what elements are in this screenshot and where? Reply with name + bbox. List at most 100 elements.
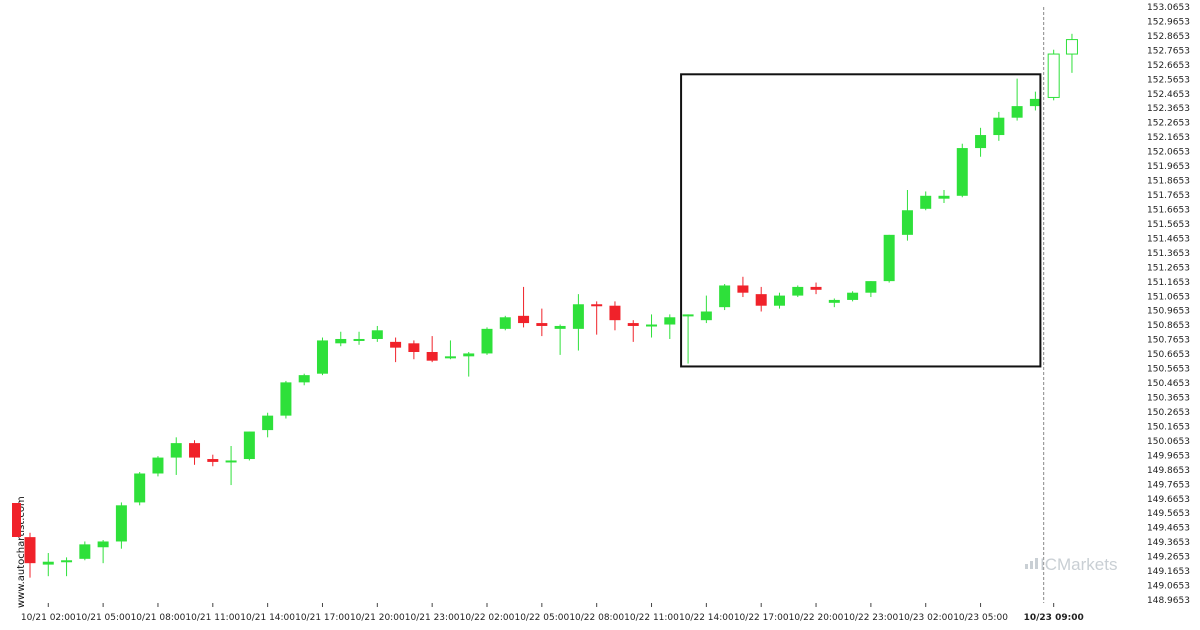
y-tick-label: 151.2653 <box>1147 263 1190 273</box>
candle <box>353 331 365 345</box>
candle-body <box>61 560 73 563</box>
y-tick-label: 150.7653 <box>1147 336 1190 346</box>
candle <box>225 446 237 486</box>
candle <box>97 540 109 564</box>
x-tick-label: 10/21 23:00 <box>405 613 460 623</box>
candle <box>828 298 840 308</box>
x-tick-label: 10/21 05:00 <box>76 613 131 623</box>
y-tick-label: 151.4653 <box>1147 234 1190 244</box>
candle-body <box>755 294 767 306</box>
x-tick-label: 10/23 02:00 <box>898 613 953 623</box>
y-tick-label: 150.5653 <box>1147 365 1190 375</box>
candle-body <box>280 382 292 416</box>
x-tick-label: 10/22 11:00 <box>624 613 679 623</box>
y-tick-label: 148.9653 <box>1147 596 1190 606</box>
candle <box>682 314 694 364</box>
candle <box>115 502 127 549</box>
y-tick-label: 152.3653 <box>1147 104 1190 114</box>
y-tick-label: 149.2653 <box>1147 553 1190 563</box>
candle <box>627 320 639 342</box>
candle <box>316 337 328 376</box>
x-tick-label: 10/22 17:00 <box>734 613 789 623</box>
candle <box>499 315 511 331</box>
y-tick-label: 150.3653 <box>1147 394 1190 404</box>
candle-body <box>1065 39 1078 55</box>
candle-body <box>646 324 658 327</box>
candle <box>719 284 731 311</box>
pattern-box <box>680 73 1042 368</box>
y-tick-label: 152.9653 <box>1147 17 1190 27</box>
candle <box>444 340 456 360</box>
candle <box>390 337 402 363</box>
candle-body <box>1047 53 1060 98</box>
candle <box>847 291 859 302</box>
candle <box>1065 33 1078 73</box>
candle-body <box>481 328 493 354</box>
candle-body <box>371 330 383 339</box>
y-tick-label: 152.1653 <box>1147 133 1190 143</box>
x-tick-label: 10/21 14:00 <box>240 613 295 623</box>
candle-body <box>390 341 402 348</box>
y-tick-label: 149.6653 <box>1147 495 1190 505</box>
candle-body <box>79 544 91 559</box>
candle-body <box>572 304 584 329</box>
candle <box>664 314 676 339</box>
candle <box>280 380 292 419</box>
candle-body <box>737 285 749 293</box>
candles <box>24 33 1078 578</box>
watermark-badge <box>12 503 21 537</box>
candle <box>975 127 987 157</box>
candle-body <box>993 117 1005 136</box>
candle <box>792 285 804 298</box>
candle-body <box>24 537 36 564</box>
candle <box>700 295 712 324</box>
candle <box>536 308 548 337</box>
candle-body <box>956 148 968 196</box>
candle <box>335 331 347 347</box>
candle-body <box>243 431 255 460</box>
candle <box>207 454 219 467</box>
candle <box>755 286 767 312</box>
y-tick-label: 149.5653 <box>1147 509 1190 519</box>
candle <box>810 282 822 295</box>
candle <box>298 373 310 386</box>
candle-body <box>591 304 603 307</box>
candle-body <box>828 299 840 303</box>
y-tick-label: 151.5653 <box>1147 220 1190 230</box>
candle <box>773 292 785 309</box>
candle-body <box>97 541 109 548</box>
candle-body <box>773 295 785 306</box>
candle <box>572 294 584 351</box>
candle-body <box>920 195 932 209</box>
candle-body <box>444 356 456 359</box>
y-axis: 153.0653 152.9653 152.8653 152.7653 152.6653… <box>1147 3 1190 606</box>
brand-text: ICMarkets <box>1040 555 1117 574</box>
candle-body <box>115 505 127 542</box>
candle-body <box>353 338 365 341</box>
x-tick-label: 10/21 20:00 <box>350 613 405 623</box>
candle <box>865 281 877 298</box>
candle <box>1011 78 1023 121</box>
x-tick-label: 10/22 23:00 <box>844 613 899 623</box>
y-tick-label: 149.3653 <box>1147 538 1190 548</box>
y-tick-label: 149.9653 <box>1147 451 1190 461</box>
brand-bars-icon <box>1025 558 1038 569</box>
candle-body <box>426 351 438 361</box>
candle <box>591 301 603 335</box>
candle-body <box>225 460 237 463</box>
candle-body <box>499 317 511 329</box>
candle <box>170 437 182 475</box>
candle-body <box>262 415 274 431</box>
y-tick-label: 150.1653 <box>1147 422 1190 432</box>
candle <box>463 351 475 377</box>
candle-body <box>134 473 146 503</box>
x-tick-label: 10/23 09:00 <box>1024 613 1084 623</box>
candle <box>518 286 530 328</box>
y-tick-label: 149.4653 <box>1147 524 1190 534</box>
y-tick-label: 151.0653 <box>1147 292 1190 302</box>
candle <box>956 143 968 198</box>
candle-body <box>682 314 694 317</box>
candle <box>371 325 383 342</box>
y-tick-label: 151.7653 <box>1147 191 1190 201</box>
y-tick-label: 152.6653 <box>1147 61 1190 71</box>
